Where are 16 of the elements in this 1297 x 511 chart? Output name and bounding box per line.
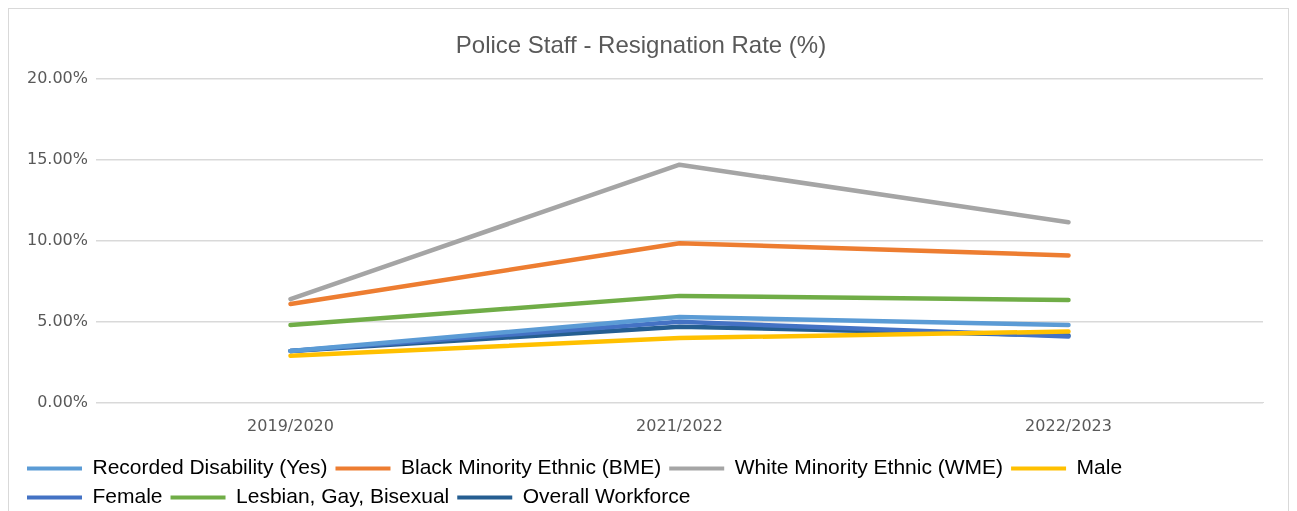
legend-label: Female [92, 484, 163, 508]
legend-label: Recorded Disability (Yes) [92, 455, 328, 479]
legend-label: Overall Workforce [522, 484, 691, 508]
x-tick-label: 2021/2022 [636, 415, 723, 435]
y-tick-label: 10.00% [26, 229, 89, 249]
x-tick-label: 2022/2023 [1025, 415, 1112, 435]
legend-label: Male [1076, 455, 1123, 479]
y-tick-label: 15.00% [26, 148, 89, 168]
chart-title: Police Staff - Resignation Rate (%) [455, 31, 827, 59]
legend-label: White Minority Ethnic (WME) [734, 455, 1004, 479]
legend-label: Black Minority Ethnic (BME) [400, 455, 662, 479]
y-tick-label: 20.00% [26, 67, 89, 87]
y-tick-label: 5.00% [37, 310, 89, 330]
x-tick-label: 2019/2020 [247, 415, 334, 435]
y-tick-label: 0.00% [37, 391, 89, 411]
legend-label: Lesbian, Gay, Bisexual [236, 484, 450, 508]
